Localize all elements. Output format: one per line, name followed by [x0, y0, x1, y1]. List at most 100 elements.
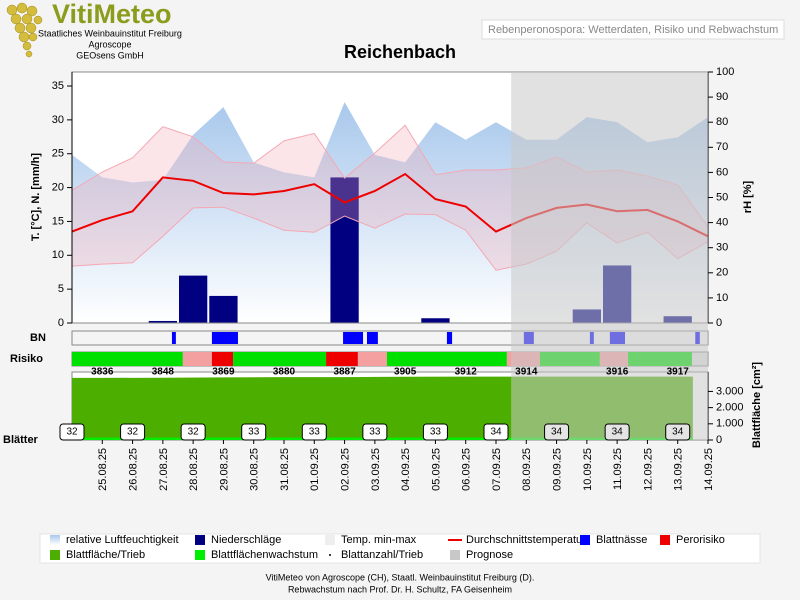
leaf-area-label: 3916 [606, 367, 629, 378]
y-tick-label: 0 [58, 317, 64, 329]
y2-tick-label: 0 [716, 317, 722, 329]
y-tick-label: 5 [58, 283, 64, 295]
y2-tick-label: 70 [716, 141, 728, 153]
legend-swatch [195, 535, 205, 545]
legend-label: Blattnässe [596, 534, 647, 546]
precip-bar [179, 275, 208, 323]
risiko-segment [72, 352, 183, 366]
legend-box [39, 533, 761, 564]
leaf-area-label: 3836 [91, 367, 114, 378]
leaf-area-label: 3914 [515, 367, 538, 378]
x-tick-label: 25.08.25 [97, 448, 109, 491]
leaf-area-label: 3917 [667, 367, 690, 378]
leaf-area-label: 3880 [273, 367, 296, 378]
risiko-label: Risiko [10, 353, 43, 365]
y2-tick-label: 100 [716, 66, 734, 78]
legend-swatch [50, 535, 60, 545]
y2-tick-label: 40 [716, 217, 728, 229]
subtitle: Rebenperonospora: Wetterdaten, Risiko un… [488, 24, 778, 36]
legend-label: Blattanzahl/Trieb [341, 549, 423, 561]
leaf-tick-label: 0 [716, 434, 722, 446]
x-tick-label: 03.09.25 [370, 448, 382, 491]
risiko-segment [211, 352, 234, 366]
x-tick-label: 09.09.25 [551, 448, 563, 491]
risiko-segment [233, 352, 327, 366]
leaf-count-label: 33 [430, 427, 442, 438]
y2-tick-label: 80 [716, 116, 728, 128]
legend-label: Blattflächenwachstum [211, 549, 318, 561]
x-tick-label: 07.09.25 [491, 448, 503, 491]
bn-interval [343, 332, 364, 344]
leaf-area-label: 3869 [212, 367, 235, 378]
x-tick-label: 26.08.25 [127, 448, 139, 491]
x-tick-label: 28.08.25 [188, 448, 200, 491]
legend-label: Temp. min-max [341, 534, 417, 546]
y-tick-label: 20 [52, 181, 64, 193]
leaf-axis-label: Blattfläche [cm²] [751, 362, 763, 449]
footer-line: VitiMeteo von Agroscope (CH), Staatl. We… [266, 572, 535, 582]
y-axis-label: T. [°C], N. [mm/h] [30, 153, 42, 241]
precip-bar [148, 320, 177, 323]
y2-tick-label: 20 [716, 267, 728, 279]
chart-title: Reichenbach [344, 42, 456, 62]
y-tick-label: 15 [52, 215, 64, 227]
y-tick-label: 25 [52, 148, 64, 160]
leaf-count-label: 32 [127, 427, 139, 438]
leaf-tick-label: 3.000 [716, 385, 744, 397]
y2-tick-label: 50 [716, 191, 728, 203]
leaf-count-label: 34 [490, 427, 502, 438]
org-line: Agroscope [88, 39, 131, 49]
legend-label: relative Luftfeuchtigkeit [66, 534, 179, 546]
legend-label: Durchschnittstemperatur [466, 534, 586, 546]
bn-interval [366, 332, 378, 344]
legend-swatch [660, 535, 670, 545]
legend-label: Perorisiko [676, 534, 725, 546]
legend-swatch [50, 550, 60, 560]
leaf-area-label: 3848 [152, 367, 175, 378]
leaf-label: Blätter [3, 434, 39, 446]
leaf-count-box [59, 423, 85, 441]
risiko-segment [357, 352, 387, 366]
y2-tick-label: 90 [716, 91, 728, 103]
x-tick-label: 01.09.25 [309, 448, 321, 491]
leaf-count-label: 32 [66, 427, 78, 438]
legend-swatch [329, 554, 331, 556]
bn-label: BN [30, 332, 46, 344]
leaf-count-label: 33 [309, 427, 321, 438]
legend-label: Prognose [466, 549, 513, 561]
legend-label: Niederschläge [211, 534, 281, 546]
leaf-area-label: 3912 [455, 367, 478, 378]
x-tick-label: 10.09.25 [582, 448, 594, 491]
precip-bar [421, 318, 450, 323]
prognose-overlay [511, 72, 708, 440]
leaf-count-label: 34 [551, 427, 563, 438]
org-line: GEOsens GmbH [76, 50, 144, 60]
risiko-segment [182, 352, 212, 366]
subtitle-box [481, 19, 785, 40]
leaf-count-label: 33 [248, 427, 260, 438]
y2-axis-label: rH [%] [742, 180, 754, 213]
legend-swatch [195, 550, 205, 560]
bn-interval [211, 332, 238, 344]
y2-tick-label: 30 [716, 242, 728, 254]
x-tick-label: 30.08.25 [249, 448, 261, 491]
org-line: Staatliches Weinbauinstitut Freiburg [38, 28, 182, 38]
leaf-tick-label: 1.000 [716, 418, 744, 430]
leaf-area-label: 3905 [394, 367, 417, 378]
leaf-count-label: 34 [672, 427, 684, 438]
x-tick-label: 13.09.25 [673, 448, 685, 491]
x-tick-label: 14.09.25 [703, 448, 715, 491]
y-tick-label: 35 [52, 80, 64, 92]
legend-label: Blattfläche/Trieb [66, 549, 145, 561]
leaf-tick-label: 2.000 [716, 402, 744, 414]
legend-swatch [325, 535, 335, 545]
legend-swatch [450, 550, 460, 560]
risiko-segment [386, 352, 507, 366]
x-tick-label: 02.09.25 [339, 448, 351, 491]
y-tick-label: 10 [52, 249, 64, 261]
x-tick-label: 04.09.25 [400, 448, 412, 491]
legend: relative Luftfeuchtigkeit Niederschläge Te… [50, 534, 725, 561]
precip-bar [209, 295, 238, 323]
bn-interval [171, 332, 176, 344]
